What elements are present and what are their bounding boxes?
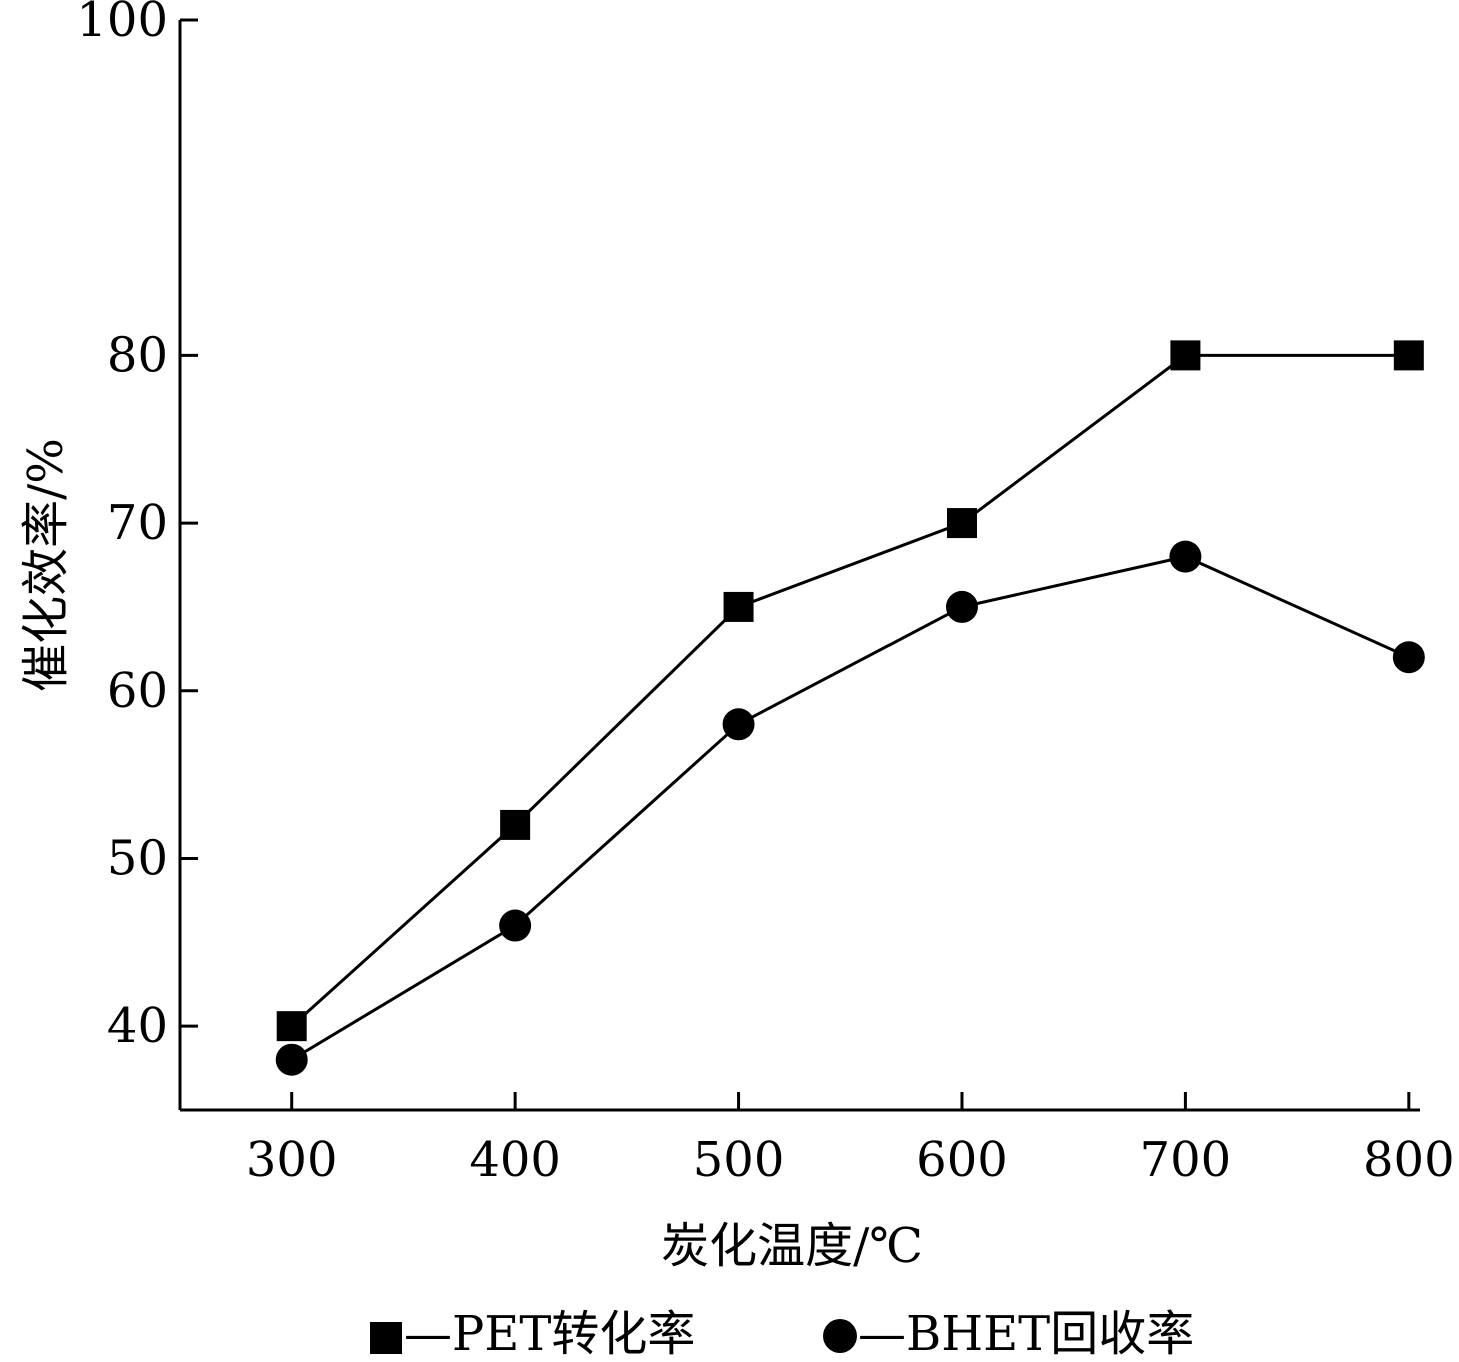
- data-point-square: [1170, 340, 1201, 371]
- data-point-circle: [945, 590, 978, 623]
- x-tick-label: 800: [1363, 1132, 1455, 1188]
- legend-label-pet: —PET转化率: [404, 1306, 695, 1362]
- data-point-circle: [1169, 540, 1202, 573]
- data-point-square: [500, 809, 531, 840]
- data-point-square: [1393, 340, 1424, 371]
- legend: —PET转化率 —BHET回收率: [370, 1306, 1194, 1362]
- y-tick-label: 80: [107, 327, 168, 383]
- data-point-square: [946, 508, 977, 539]
- series-line: [290, 353, 1409, 1028]
- legend-label-bhet: —BHET回收率: [858, 1306, 1194, 1362]
- data-point-circle: [722, 708, 755, 741]
- x-tick-label: 600: [916, 1132, 1008, 1188]
- data-point-circle: [499, 909, 532, 942]
- series-layer: [275, 340, 1425, 1076]
- x-tick-label: 400: [469, 1132, 561, 1188]
- y-ticks: 40 50 60 70 80 100: [76, 0, 198, 1054]
- x-ticks: 300 400 500 600 700 800: [246, 1092, 1455, 1188]
- plot-area: [178, 20, 1420, 1112]
- series-1: [275, 540, 1425, 1076]
- data-point-square: [276, 1011, 307, 1042]
- y-tick-label: 40: [107, 998, 168, 1054]
- series-0: [276, 340, 1424, 1042]
- data-point-square: [723, 591, 754, 622]
- legend-circle-marker: [823, 1319, 857, 1353]
- y-tick-label: 100: [76, 0, 168, 48]
- series-line: [290, 555, 1410, 1061]
- x-tick-label: 500: [693, 1132, 785, 1188]
- data-point-circle: [275, 1043, 308, 1076]
- y-axis-title: 催化效率/%: [18, 438, 74, 692]
- legend-square-marker: [370, 1322, 402, 1354]
- x-axis-title: 炭化温度/℃: [661, 1218, 923, 1274]
- y-tick-label: 60: [107, 663, 168, 719]
- data-point-circle: [1392, 641, 1425, 674]
- x-tick-label: 300: [246, 1132, 338, 1188]
- y-tick-label: 50: [107, 830, 168, 886]
- x-tick-label: 700: [1140, 1132, 1232, 1188]
- y-tick-label: 70: [107, 495, 168, 551]
